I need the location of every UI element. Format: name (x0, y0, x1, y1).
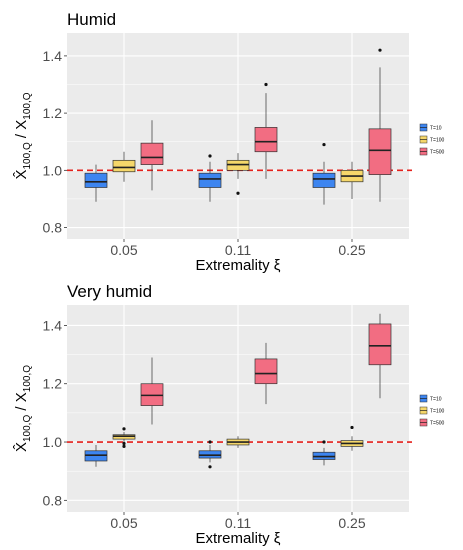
outlier-point (322, 440, 326, 444)
legend-label: T=100 (430, 409, 445, 415)
y-tick-label: 1.0 (43, 162, 63, 178)
outlier-point (264, 82, 268, 87)
box-T=500-0.11 (254, 342, 278, 405)
outlier-point (208, 440, 212, 444)
x-tick-label: 0.11 (225, 242, 251, 258)
box-T=100-0.11 (226, 153, 250, 195)
x-tick-label: 0.25 (338, 515, 365, 531)
outlier-point (236, 191, 240, 195)
legend-label: T=500 (430, 150, 445, 156)
box-T=10-0.11 (198, 440, 222, 469)
box-body (84, 172, 108, 188)
outlier-point (122, 441, 126, 446)
box-T=100-0.05 (112, 427, 136, 449)
box-body (368, 323, 392, 366)
outlier-point (122, 444, 126, 449)
x-axis-title: Extremality ξ (195, 530, 280, 547)
y-axis-title-num: X̂ (13, 170, 30, 180)
y-tick-label: 1.4 (43, 317, 63, 333)
y-axis-title-den-sub: 100,Q (22, 92, 33, 119)
outlier-point (350, 425, 354, 430)
panel-title: Very humid (67, 282, 152, 301)
y-tick-label: 1.2 (43, 376, 63, 392)
y-tick-label: 1.4 (43, 48, 63, 64)
y-axis-title-den-sub: 100,Q (22, 365, 33, 392)
y-axis-title-den: X (13, 392, 30, 402)
outlier-point (378, 48, 382, 52)
legend-label: T=10 (430, 397, 442, 403)
box-T=500-0.25 (368, 48, 392, 202)
panel-humid: Humid 0.8 1.0 1.2 1.4 0.05 0.11 0.25 Extremalit… (13, 10, 445, 274)
outlier-point (208, 154, 212, 158)
legend-label: T=100 (430, 138, 445, 144)
y-axis-title-den: X (13, 120, 30, 130)
outlier-point (322, 142, 326, 147)
y-tick-label: 0.8 (43, 220, 63, 236)
box-body (368, 128, 392, 175)
y-axis-title-sep: / (13, 402, 30, 415)
x-tick-label: 0.11 (225, 515, 251, 531)
box-T=500-0.25 (368, 313, 392, 399)
x-tick-label: 0.05 (110, 242, 137, 258)
box-T=10-0.05 (84, 164, 108, 202)
box-T=10-0.25 (312, 440, 336, 466)
box-T=10-0.11 (198, 154, 222, 202)
box-T=500-0.05 (140, 357, 164, 425)
box-T=100-0.05 (112, 151, 136, 182)
box-body (140, 142, 164, 165)
box-T=500-0.05 (140, 120, 164, 191)
y-axis-title: X̂100,Q / X100,Q (13, 92, 33, 179)
x-axis-title: Extremality ξ (195, 257, 280, 274)
legend-label: T=500 (430, 421, 445, 427)
y-axis-title: X̂100,Q / X100,Q (13, 365, 33, 452)
y-axis-title-sep: / (13, 130, 30, 143)
y-axis-title-num: X̂ (13, 442, 30, 452)
y-tick-label: 1.0 (43, 434, 63, 450)
box-body (198, 172, 222, 188)
box-T=100-0.25 (340, 425, 364, 451)
box-body (254, 358, 278, 385)
box-body (312, 172, 336, 188)
outlier-point (208, 465, 212, 469)
box-T=100-0.11 (226, 436, 250, 448)
x-tick-label: 0.25 (338, 242, 365, 258)
legend-label: T=10 (430, 126, 442, 132)
box-T=10-0.25 (312, 142, 336, 205)
panel-very-humid: Very humid 0.8 1.0 1.2 1.4 0.05 0.11 0.25 Extre… (13, 282, 445, 547)
panel-title: Humid (67, 10, 116, 29)
box-body (254, 127, 278, 153)
y-axis-title-num-sub: 100,Q (22, 415, 33, 442)
box-T=100-0.25 (340, 161, 364, 199)
outlier-point (122, 427, 126, 431)
y-tick-label: 1.2 (43, 105, 63, 121)
x-tick-label: 0.05 (110, 515, 137, 531)
y-tick-label: 0.8 (43, 492, 63, 508)
box-T=10-0.05 (84, 444, 108, 467)
y-axis-title-num-sub: 100,Q (22, 142, 33, 169)
box-body (112, 159, 136, 173)
box-T=500-0.11 (254, 82, 278, 179)
